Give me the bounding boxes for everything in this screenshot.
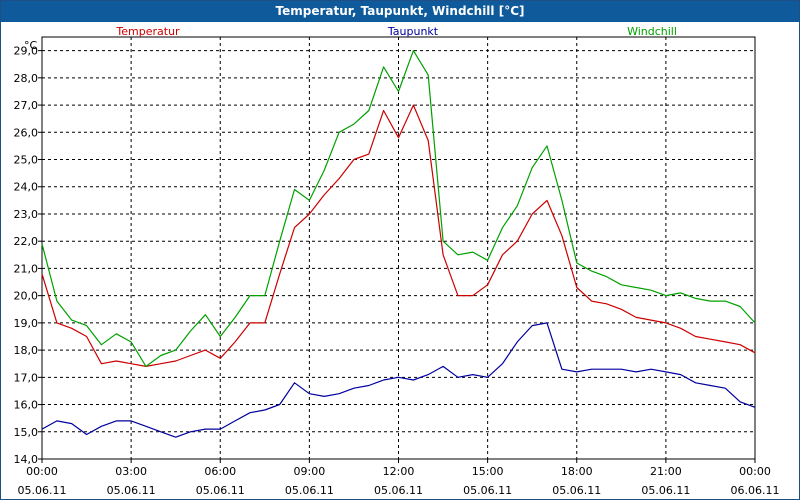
x-tick-date: 06.06.11 [731,484,780,497]
y-tick-label: 28,0 [14,72,39,85]
plot-frame [41,36,756,460]
x-tick-date: 05.06.11 [18,484,67,497]
y-tick-label: 26,0 [14,126,39,139]
y-tick-label: 21,0 [14,262,39,275]
y-tick-label: 16,0 [14,399,39,412]
y-tick-label: 29,0 [14,45,39,58]
axes [38,36,756,463]
x-tick-time: 09:00 [294,465,326,478]
x-tick-date: 05.06.11 [374,484,423,497]
x-tick-time: 06:00 [204,465,236,478]
y-unit-label: °C [24,39,38,52]
x-tick-date: 05.06.11 [552,484,601,497]
y-tick-label: 19,0 [14,317,39,330]
y-tick-label: 27,0 [14,99,39,112]
y-tick-label: 25,0 [14,154,39,167]
legend: Temperatur Taupunkt Windchill [115,25,677,38]
y-tick-label: 18,0 [14,344,39,357]
legend-taupunkt: Taupunkt [387,25,439,38]
legend-temperatur: Temperatur [115,25,180,38]
x-tick-time: 00:00 [26,465,58,478]
axis-labels: 14,0 15,0 16,0 17,0 18,0 19,0 20,0 21,0 22,0 23,0… [14,39,780,497]
y-tick-label: 20,0 [14,290,39,303]
y-tick-label: 24,0 [14,181,39,194]
y-tick-label: 22,0 [14,235,39,248]
x-tick-time: 12:00 [383,465,415,478]
x-tick-date: 05.06.11 [107,484,156,497]
series-line-temperatur [41,104,756,367]
legend-windchill: Windchill [627,25,677,38]
y-tick-label: 23,0 [14,208,39,221]
chart-title: Temperatur, Taupunkt, Windchill [°C] [1,1,799,22]
y-tick-label: 14,0 [14,453,39,466]
x-tick-date: 05.06.11 [285,484,334,497]
grid-lines [42,37,755,459]
x-tick-date: 05.06.11 [463,484,512,497]
x-tick-date: 05.06.11 [641,484,690,497]
x-tick-date: 05.06.11 [196,484,245,497]
x-tick-time: 21:00 [650,465,682,478]
series-line-windchill [41,49,756,367]
y-tick-label: 15,0 [14,426,39,439]
y-tick-label: 17,0 [14,371,39,384]
x-tick-time: 03:00 [115,465,147,478]
x-tick-time: 18:00 [561,465,593,478]
x-tick-time: 15:00 [472,465,504,478]
x-tick-time: 00:00 [739,465,771,478]
series-lines [41,49,756,438]
series-line-taupunkt [41,322,756,438]
